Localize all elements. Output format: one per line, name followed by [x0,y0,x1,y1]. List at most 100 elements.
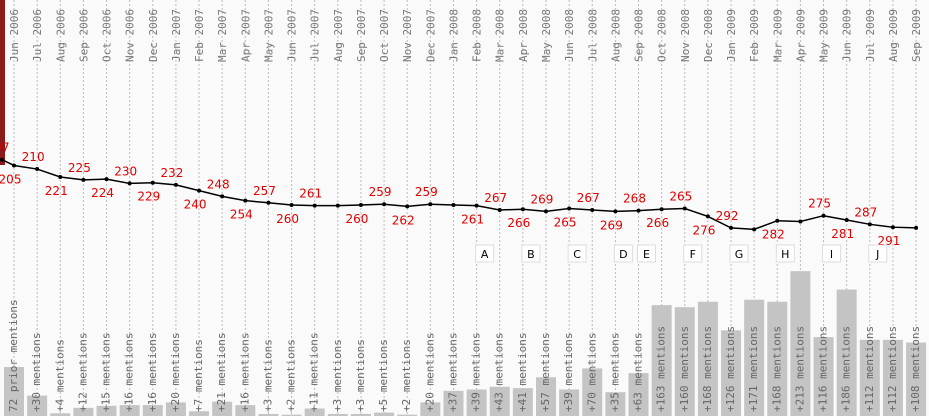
month-label: Apr 2008 [517,9,530,62]
rank-label: 224 [91,186,114,200]
rank-label: 197 [0,141,9,155]
rank-label: 248 [207,177,230,191]
mention-label: +4 mentions [53,339,66,412]
mention-bar [559,389,580,416]
month-label: Oct 2006 [101,9,114,62]
rank-label: 265 [669,190,692,204]
rank-point [243,198,248,203]
mention-bar [674,307,695,416]
mention-bar [281,414,302,416]
month-label: Jan 2009 [725,9,738,62]
rank-point [335,203,340,208]
flag-label: A [481,248,489,261]
rank-label: 232 [160,166,183,180]
mention-bar [165,402,186,416]
month-label: Jul 2008 [586,9,599,62]
mention-bar [859,339,880,416]
rank-point [173,182,178,187]
mention-bar [350,413,371,416]
rank-point [705,214,710,219]
mention-bar [697,301,718,416]
month-label: Jun 2008 [563,9,576,62]
mention-label: +43 mentions [493,333,506,412]
rank-point [474,203,479,208]
flag-box [729,244,749,263]
flag-label: C [573,248,581,261]
rank-point [382,202,387,207]
month-label: Apr 2009 [794,9,807,62]
mention-bar [73,407,94,416]
month-label: Sep 2008 [633,9,646,62]
rank-label: 261 [299,187,322,201]
mention-bar [443,390,464,416]
month-label: Aug 2008 [609,9,622,62]
rank-label: 287 [854,205,877,219]
mention-bar [189,411,210,416]
rank-label: 260 [276,212,299,226]
month-label: Mar 2009 [771,9,784,62]
mention-label: +3 mentions [261,339,274,412]
rank-label: 266 [507,216,530,230]
flag-label: B [527,248,535,261]
mention-label: +39 mentions [562,333,575,412]
mention-label: +186 mentions [840,326,853,412]
month-label: Dec 2006 [147,9,160,62]
month-label: Jun 2006 [8,9,21,62]
mention-bar [374,412,395,416]
rank-label: 254 [230,208,253,222]
month-label: Oct 2007 [378,9,391,62]
month-label: Nov 2006 [124,9,137,62]
rank-point [405,204,410,209]
mention-label: +11 mentions [308,333,321,412]
month-label: Nov 2007 [401,9,414,62]
rank-label: 230 [114,164,137,178]
flag-box [567,244,587,263]
rank-point [844,218,849,223]
rank-point [150,180,155,185]
rank-label: 229 [137,190,160,204]
month-label: Jul 2007 [309,9,322,62]
rank-label: 210 [22,150,45,164]
mention-label: +35 mentions [608,333,621,412]
rank-label: 282 [762,228,785,242]
mention-label: +126 mentions [724,326,737,412]
mention-label: +3 mentions [331,339,344,412]
rank-label: 268 [623,192,646,206]
mention-bar [304,408,325,416]
mention-bar [420,402,441,416]
rank-point [729,225,734,230]
rank-point [821,213,826,218]
month-label: Jul 2009 [864,9,877,62]
rank-point [682,206,687,211]
mention-bar [235,405,256,416]
mention-label: +3 mentions [354,339,367,412]
month-label: Mar 2007 [216,9,229,62]
rank-label: 257 [253,184,276,198]
rank-point [636,208,641,213]
mention-label: +70 mentions [585,333,598,412]
mention-bar [767,301,788,416]
mention-label: +39 mentions [470,333,483,412]
rank-label: 221 [45,184,68,198]
rank-point [428,202,433,207]
mention-label: +112 mentions [886,326,899,412]
rank-label: 259 [415,185,438,199]
rank-point [12,163,16,168]
mention-bar [651,305,672,416]
mention-bar [512,388,533,416]
mention-bar [628,373,649,416]
mention-bar [605,392,626,416]
rank-point [0,157,4,162]
mention-label: +41 mentions [516,333,529,412]
mention-label: +7 mentions [192,339,205,412]
month-label: Feb 2008 [471,9,484,62]
rank-label: 260 [345,212,368,226]
rank-point [289,202,294,207]
mention-bar [397,414,418,416]
rank-point [890,225,895,230]
rank-point [266,200,271,205]
rank-label: 205 [0,172,21,186]
rank-point [659,207,664,212]
month-label: Jun 2009 [841,9,854,62]
